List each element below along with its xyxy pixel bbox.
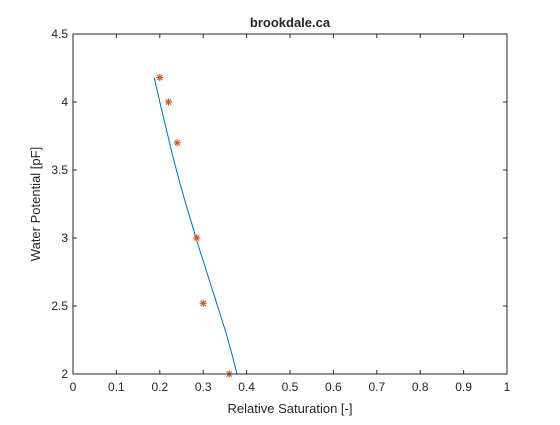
y-tick-label: 4 — [61, 95, 68, 109]
chart-title: brookdale.ca — [250, 15, 331, 30]
measured-point-marker — [164, 98, 173, 106]
y-tick-label: 2.5 — [51, 299, 68, 313]
ticks: 0 0.1 0.2 0.3 0.4 0.5 0.6 0.7 0.8 0.9 1 2 2.5 3 3.5 4 4.… — [51, 27, 510, 394]
x-tick-label: 0.4 — [238, 380, 255, 394]
y-tick-label: 3.5 — [51, 163, 68, 177]
y-tick-label: 2 — [61, 367, 68, 381]
y-tick-label: 3 — [61, 231, 68, 245]
axes-box — [72, 33, 508, 375]
x-tick-label: 0.8 — [412, 380, 429, 394]
x-tick-label: 0.3 — [195, 380, 212, 394]
y-axis-label: Water Potential [pF] — [28, 147, 43, 261]
x-tick-label: 0.9 — [455, 380, 472, 394]
measured-point-marker — [156, 73, 164, 82]
x-tick-label: 0.1 — [108, 380, 125, 394]
y-tick-label: 4.5 — [51, 27, 68, 41]
x-tick-label: 0 — [70, 380, 77, 394]
measured-point-marker — [193, 234, 201, 242]
plot-area — [73, 34, 507, 374]
x-tick-label: 1 — [504, 380, 511, 394]
x-tick-label: 0.7 — [368, 380, 385, 394]
measured-point-marker — [173, 139, 181, 147]
x-axis-label: Relative Saturation [-] — [227, 401, 352, 416]
x-tick-label: 0.6 — [325, 380, 342, 394]
measured-point-marker — [199, 299, 207, 307]
x-tick-label: 0.2 — [151, 380, 168, 394]
x-tick-label: 0.5 — [282, 380, 299, 394]
